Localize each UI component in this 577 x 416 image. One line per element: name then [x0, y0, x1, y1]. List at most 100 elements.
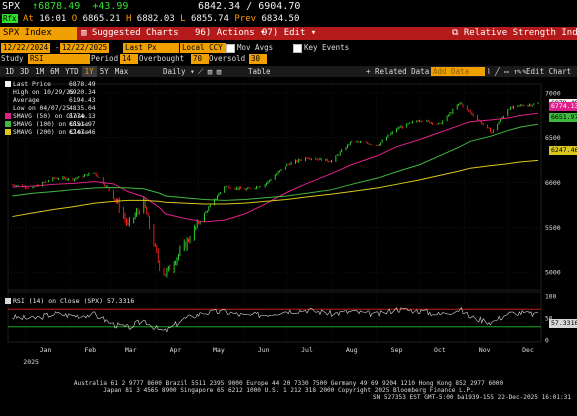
year-label: 2025 [23, 358, 39, 366]
rsi-axis: 100 50 0 [545, 294, 556, 345]
moving-average-lines [12, 112, 539, 223]
rsi-polyline [12, 307, 539, 333]
rsi-line [12, 307, 539, 333]
low-price: 6855.74 [191, 14, 229, 24]
key-events-toggle[interactable]: Key Events [293, 43, 349, 53]
footer-line-2: Japan 81 3 4565 8900 Singapore 65 6212 1… [103, 387, 474, 394]
legend-sma50: SMAVG (50) on Close 6774.13 [5, 113, 96, 121]
overbought-field[interactable]: 70 [191, 54, 209, 64]
sma200-line [12, 159, 539, 218]
range-row: 1D 3D 1M 6M YTD 1Y 5Y Max Daily ▾ ⟋ ▥ ▤ Table +… [0, 66, 577, 77]
up-arrow-icon: ↑ [32, 1, 39, 12]
price-tick-label: 5500 [545, 224, 561, 232]
security-field[interactable]: SPX Index [0, 27, 77, 40]
study-field[interactable]: RSI [28, 54, 90, 64]
currency-select[interactable]: Local CCY [180, 43, 226, 53]
price-type-select[interactable]: Last Px [123, 43, 179, 53]
suggested-charts-button[interactable]: ▥ Suggested Charts [81, 28, 179, 38]
high-price: 6882.03 [136, 14, 175, 24]
price-tick-label: 7000 [545, 89, 561, 97]
study-title: ⧉ Relative Strength Index [452, 28, 577, 38]
rsi-panel-border [7, 291, 542, 343]
range-5y[interactable]: 5Y [99, 67, 109, 76]
checkbox-icon[interactable] [226, 43, 235, 53]
price-legend: Last Price 6878.49 High on 10/29/25 6920.3… [5, 81, 96, 137]
add-data-field[interactable]: Add Data [431, 67, 485, 76]
month-tick-label: Sep [391, 346, 403, 354]
table-button[interactable]: Table [248, 67, 271, 76]
settings-row: 12/22/2024 - 12/22/2025 Last Px Local CC… [1, 43, 350, 53]
month-tick-label: Feb [84, 346, 96, 354]
legend-last-price: Last Price 6878.49 [5, 81, 96, 89]
legend-high: High on 10/29/25 6920.34 [13, 89, 96, 96]
range-1m[interactable]: 1M [35, 67, 45, 76]
ticker: SPX [2, 1, 21, 12]
last-price: 6878.49 [38, 1, 81, 12]
month-tick-label: Apr [170, 346, 182, 354]
quote-time: 16:01 [39, 14, 67, 24]
range-1y[interactable]: 1Y [81, 66, 97, 77]
function-toolbar: SPX Index ▥ Suggested Charts 96) Actions… [0, 27, 577, 40]
price-axis: 7000 6500 6000 5500 5000 [545, 89, 561, 276]
start-date-field[interactable]: 12/22/2024 [1, 43, 51, 53]
period-field[interactable]: 14 [120, 54, 138, 64]
range-ytd[interactable]: YTD [65, 67, 79, 76]
price-chart[interactable]: 7000 6500 6000 5500 5000 100 50 0 Jan Feb Mar Apr… [0, 78, 577, 378]
frequency-select[interactable]: Daily ▾ [163, 67, 195, 76]
month-tick-label: Mar [125, 346, 137, 354]
quote-line: SPX ↑6878.49 +43.99 6842.34 / 6904.70 [0, 1, 577, 13]
price-tick-label: 6000 [545, 179, 561, 187]
rsi-bands [8, 308, 541, 328]
checkbox-icon[interactable] [293, 43, 302, 53]
chart-tool-icons[interactable]: ⌇ ╱ ▭ ↑ ✎ [487, 67, 527, 76]
bar-chart-icon: ▥ [81, 28, 92, 38]
rsi-legend: RSI (14) on Close (SPX) 57.3316 [5, 297, 134, 305]
end-date-field[interactable]: 12/22/2025 [60, 43, 110, 53]
month-tick-label: May [213, 346, 225, 354]
month-tick-label: Aug [346, 346, 358, 354]
edit-menu[interactable]: 97) Edit ▾ [262, 28, 317, 38]
rsi-tick-label: 50 [545, 316, 553, 323]
footer-line-1: Australia 61 2 9777 8600 Brazil 5511 239… [73, 380, 504, 387]
pencil-icon: ✎ [517, 67, 527, 76]
popout-icon[interactable]: ⧉ [452, 28, 464, 38]
intraday-range: 6842.34 / 6904.70 [198, 1, 301, 12]
open-price: 6865.21 [82, 14, 121, 24]
legend-low: Low on 04/07/25 4835.04 [13, 105, 96, 112]
month-tick-label: Jun [258, 346, 270, 354]
month-tick-label: Nov [479, 346, 491, 354]
chevron-down-icon: 96) [195, 28, 217, 38]
price-tick-label: 6500 [545, 134, 561, 142]
actions-menu[interactable]: 96) Actions ▾ [195, 28, 266, 38]
prev-close: 6834.50 [261, 14, 300, 24]
range-1d[interactable]: 1D [5, 67, 15, 76]
sma50-tag: 6774.13 [549, 102, 577, 111]
edit-chart-button[interactable]: ✎ Edit Chart [517, 67, 572, 76]
range-3d[interactable]: 3D [20, 67, 30, 76]
chart-type-icons[interactable]: ⟋ ▥ ▤ [198, 67, 222, 76]
oversold-field[interactable]: 30 [249, 54, 267, 64]
range-max[interactable]: Max [114, 67, 129, 76]
legend-average: Average 6194.43 [13, 97, 96, 104]
ohlc-line: Rfx At 16:01 O 6865.21 H 6882.03 L 6855.… [2, 14, 300, 24]
month-tick-label: Dec [522, 346, 534, 354]
footer-line-3: SN 527353 EST GMT-5:00 ba1939-155 22-Dec… [372, 394, 571, 401]
time-axis: Jan Feb Mar Apr May Jun Jul Aug Sep Oct Nov Dec 2025 [23, 346, 534, 366]
sma100-line [12, 123, 539, 201]
sma50-line [12, 112, 539, 223]
month-tick-label: Oct [434, 346, 446, 354]
range-buttons: 1D 3D 1M 6M YTD 1Y 5Y Max [2, 66, 131, 77]
legend-sma100: SMAVG (100) on Close 6651.97 [5, 121, 96, 129]
price-change: +43.99 [92, 1, 129, 12]
rsi-tag: 57.3316 [549, 319, 577, 328]
mov-avgs-toggle[interactable]: Mov Avgs [226, 43, 273, 53]
rsi-tick-label: 0 [545, 338, 549, 345]
range-6m[interactable]: 6M [50, 67, 60, 76]
realtime-badge: Rfx [2, 14, 18, 23]
month-tick-label: Jul [301, 346, 313, 354]
study-params-row: Study RSI Period 14 Overbought 70 Overso… [0, 54, 577, 64]
related-data-button[interactable]: + Related Data ▾ [366, 67, 438, 76]
month-tick-label: Jan [40, 346, 52, 354]
price-tick-label: 5000 [545, 269, 561, 277]
sma200-tag: 6247.46 [549, 146, 577, 155]
